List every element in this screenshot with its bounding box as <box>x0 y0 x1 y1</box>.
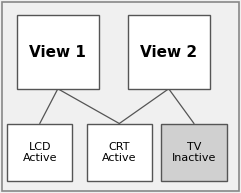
Text: CRT
Active: CRT Active <box>102 142 137 163</box>
FancyBboxPatch shape <box>17 15 99 89</box>
Text: LCD
Active: LCD Active <box>22 142 57 163</box>
FancyBboxPatch shape <box>87 124 152 181</box>
Text: View 2: View 2 <box>140 45 197 60</box>
FancyBboxPatch shape <box>128 15 210 89</box>
Text: View 1: View 1 <box>29 45 86 60</box>
FancyBboxPatch shape <box>7 124 72 181</box>
FancyBboxPatch shape <box>161 124 227 181</box>
Text: TV
Inactive: TV Inactive <box>172 142 216 163</box>
